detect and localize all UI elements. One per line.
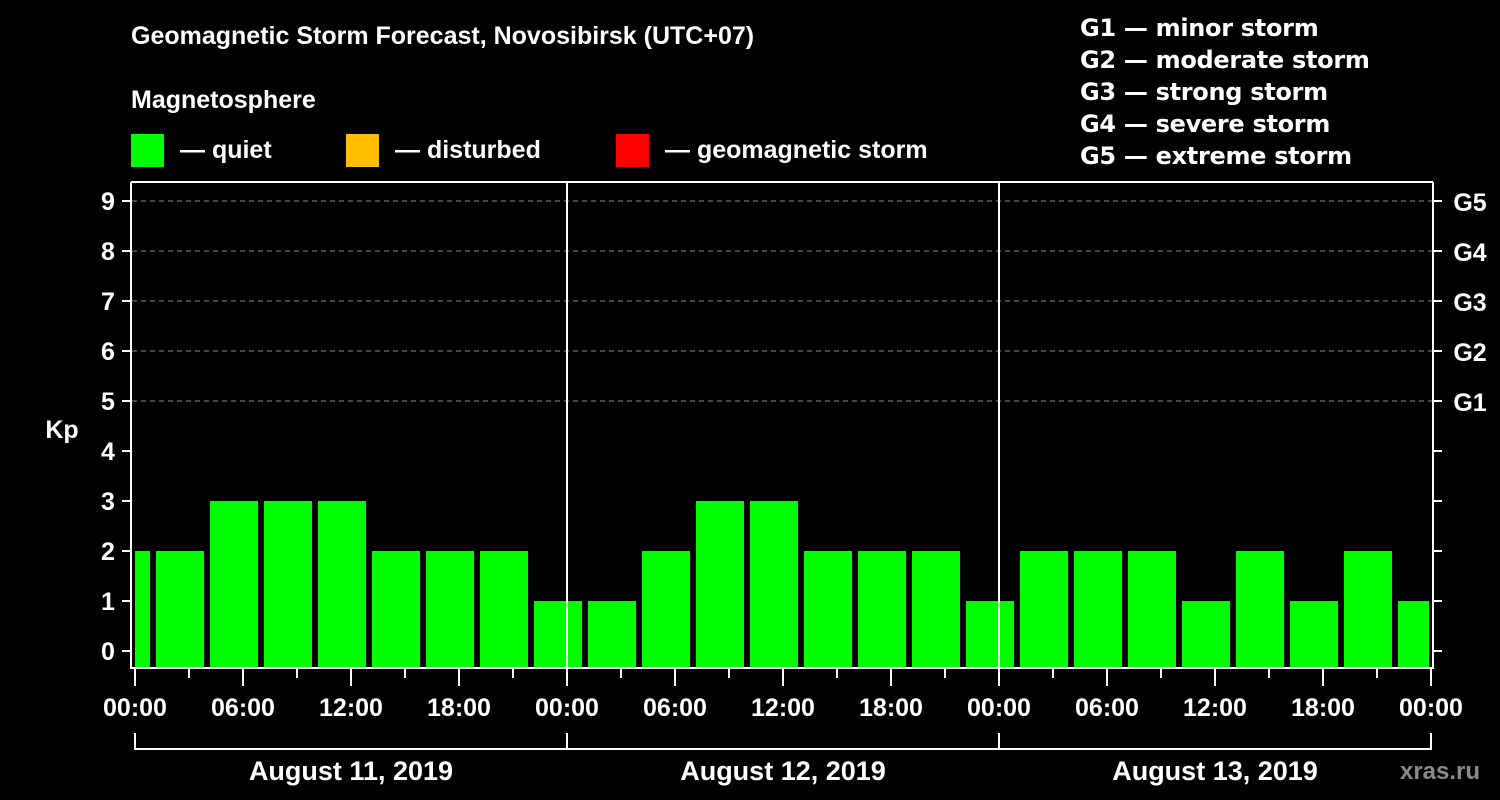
kp-bar <box>156 551 204 668</box>
legend-storm-label: — geomagnetic storm <box>665 135 928 164</box>
legend-quiet: — quiet <box>131 133 272 167</box>
g-scale-legend: G1 — minor storm G2 — moderate storm G3 … <box>1080 12 1370 172</box>
watermark: xras.ru <box>1400 758 1480 785</box>
kp-bar <box>642 551 690 668</box>
g-level-label: G5 <box>1453 189 1486 217</box>
x-tick-label: 06:00 <box>1075 694 1139 722</box>
y-tick-label: 9 <box>101 188 115 216</box>
y-tick-label: 3 <box>101 488 115 516</box>
y-tick-label: 6 <box>101 338 115 366</box>
kp-bar <box>1182 601 1230 668</box>
x-tick-label: 12:00 <box>751 694 815 722</box>
kp-bar <box>372 551 420 668</box>
x-tick-label: 06:00 <box>211 694 275 722</box>
legend-disturbed: — disturbed <box>346 133 541 167</box>
x-tick-label: 00:00 <box>967 694 1031 722</box>
kp-bar <box>264 501 312 668</box>
x-tick-label: 00:00 <box>103 694 167 722</box>
kp-bar <box>966 601 1014 668</box>
storm-swatch-icon <box>616 133 649 167</box>
legend-disturbed-label: — disturbed <box>395 135 541 164</box>
x-tick-label: 12:00 <box>319 694 383 722</box>
chart-title: Geomagnetic Storm Forecast, Novosibirsk … <box>131 22 755 50</box>
x-tick-label: 00:00 <box>535 694 599 722</box>
legend-quiet-label: — quiet <box>180 135 272 164</box>
kp-bar <box>858 551 906 668</box>
kp-bar <box>588 601 636 668</box>
kp-bar <box>804 551 852 668</box>
y-tick-label: 4 <box>101 438 115 466</box>
kp-bar <box>210 501 258 668</box>
kp-bar <box>696 501 744 668</box>
quiet-swatch-icon <box>131 133 164 167</box>
plot-frame <box>130 181 1434 669</box>
g5-legend-item: G5 — extreme storm <box>1080 142 1352 170</box>
g1-legend-item: G1 — minor storm <box>1080 14 1319 42</box>
x-tick-label: 00:00 <box>1399 694 1463 722</box>
y-tick-label: 5 <box>101 388 115 416</box>
y-tick-label: 8 <box>101 238 115 266</box>
kp-bar <box>426 551 474 668</box>
kp-bar <box>1128 551 1176 668</box>
disturbed-swatch-icon <box>346 133 379 167</box>
y-tick-label: 0 <box>101 638 115 666</box>
g-level-label: G3 <box>1453 289 1486 317</box>
x-tick-label: 18:00 <box>427 694 491 722</box>
x-tick-label: 06:00 <box>643 694 707 722</box>
y-tick-label: 2 <box>101 538 115 566</box>
kp-bar <box>135 551 150 668</box>
x-tick-label: 18:00 <box>859 694 923 722</box>
kp-bars <box>135 501 1429 668</box>
kp-bar <box>480 551 528 668</box>
x-axis: 00:00 06:00 12:00 18:00 00:00 06:00 12:00 18:00… <box>103 669 1463 786</box>
g3-legend-item: G3 — strong storm <box>1080 78 1328 106</box>
g-level-label: G2 <box>1453 339 1486 367</box>
magnetosphere-label: Magnetosphere <box>131 86 316 114</box>
y-tick-label: 1 <box>101 588 115 616</box>
kp-bar <box>1398 601 1429 668</box>
y-axis-label: Kp <box>45 416 78 444</box>
kp-bar <box>912 551 960 668</box>
kp-bar <box>750 501 798 668</box>
kp-bar <box>1236 551 1284 668</box>
g-level-label: G1 <box>1453 389 1486 417</box>
kp-bar <box>1290 601 1338 668</box>
g-level-label: G4 <box>1453 239 1486 267</box>
y-axis: 0 1 2 3 4 5 G1 6 G2 7 G3 8 G4 9 G5 <box>101 188 1487 666</box>
date-label: August 12, 2019 <box>680 756 886 786</box>
g2-legend-item: G2 — moderate storm <box>1080 46 1370 74</box>
kp-bar <box>1020 551 1068 668</box>
gridlines <box>132 200 1432 402</box>
date-label: August 11, 2019 <box>249 756 453 786</box>
y-tick-label: 7 <box>101 288 115 316</box>
date-label: August 13, 2019 <box>1112 756 1318 786</box>
g4-legend-item: G4 — severe storm <box>1080 110 1331 138</box>
kp-bar <box>1074 551 1122 668</box>
kp-bar <box>534 601 582 668</box>
kp-bar <box>1344 551 1392 668</box>
x-tick-label: 12:00 <box>1183 694 1247 722</box>
legend-storm: — geomagnetic storm <box>616 133 928 167</box>
x-tick-label: 18:00 <box>1291 694 1355 722</box>
kp-bar <box>318 501 366 668</box>
